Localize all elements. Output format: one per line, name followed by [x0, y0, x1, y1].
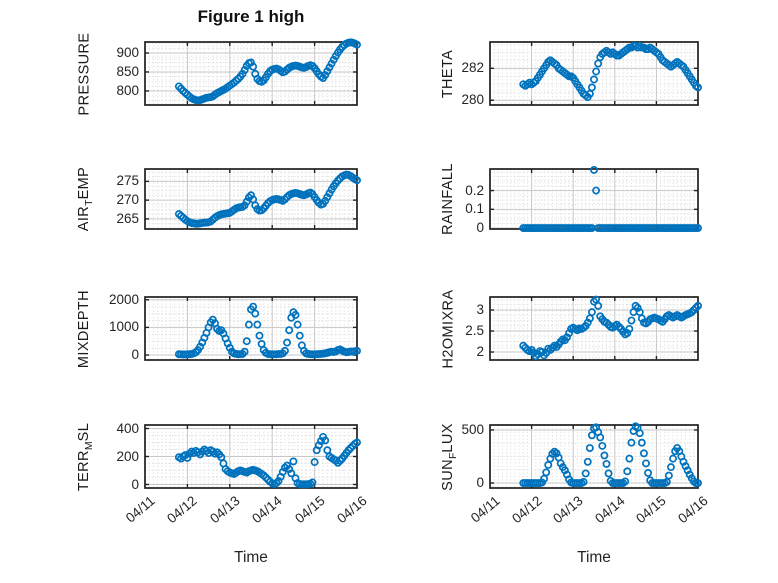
y-tick-label: 0 [131, 347, 139, 363]
y-tick-label: 2000 [108, 291, 139, 307]
axes-box [144, 168, 358, 230]
y-tick-label: 200 [116, 448, 139, 464]
x-axis-title-right: Time [577, 549, 611, 566]
scatter-series [519, 165, 702, 233]
scatter-series [174, 302, 361, 359]
tick-marks [145, 42, 357, 105]
subplot-theta [489, 41, 702, 106]
subplot-mixdepth [144, 296, 361, 361]
y-tick-label: 280 [461, 92, 484, 108]
y-tick-label: 0.2 [465, 182, 484, 198]
scatter-series [519, 42, 702, 101]
axes-box [144, 41, 358, 106]
y-tick-label: 0.1 [465, 201, 484, 217]
scatter-series [519, 295, 702, 361]
minor-grid [490, 297, 698, 360]
subplot-sun_flux [489, 422, 702, 489]
tick-marks [490, 42, 698, 105]
axes-box [489, 168, 699, 230]
subplot-pressure [144, 38, 361, 106]
y-tick-label: 2 [476, 344, 484, 360]
y-tick-label: 900 [116, 45, 139, 60]
y-tick-label: 0 [131, 476, 139, 492]
subplot-rainfall [489, 165, 702, 233]
y-tick-label: 1000 [108, 319, 139, 335]
y-tick-label: 0 [476, 220, 484, 236]
y-tick-label: 2.5 [465, 323, 484, 339]
y-tick-label: 500 [461, 421, 484, 437]
y-tick-label: 265 [116, 210, 139, 226]
y-tick-label: 282 [461, 60, 484, 76]
y-tick-label: 270 [116, 192, 139, 208]
axes-box [489, 41, 699, 106]
minor-grid [490, 169, 698, 229]
scatter-series [174, 170, 361, 228]
scatter-series [519, 422, 702, 487]
scatter-series [174, 432, 361, 489]
subplot-h2omixra [489, 295, 702, 361]
y-tick-label: 850 [116, 63, 139, 79]
subplot-terr_msl [144, 424, 361, 489]
axes-box [144, 296, 358, 361]
y-tick-label: 400 [116, 420, 139, 436]
y-tick-label: 0 [476, 475, 484, 490]
tick-marks [490, 297, 698, 360]
y-tick-label: 275 [116, 173, 139, 189]
figure-title: Figure 1 high [197, 7, 305, 26]
x-axis-title-left: Time [234, 549, 268, 566]
subplot-air_temp [144, 168, 361, 230]
tick-marks [490, 169, 698, 229]
y-tick-label: 3 [476, 302, 484, 318]
y-tick-label: 800 [116, 82, 139, 98]
minor-grid [490, 425, 698, 488]
scatter-series [174, 38, 361, 105]
